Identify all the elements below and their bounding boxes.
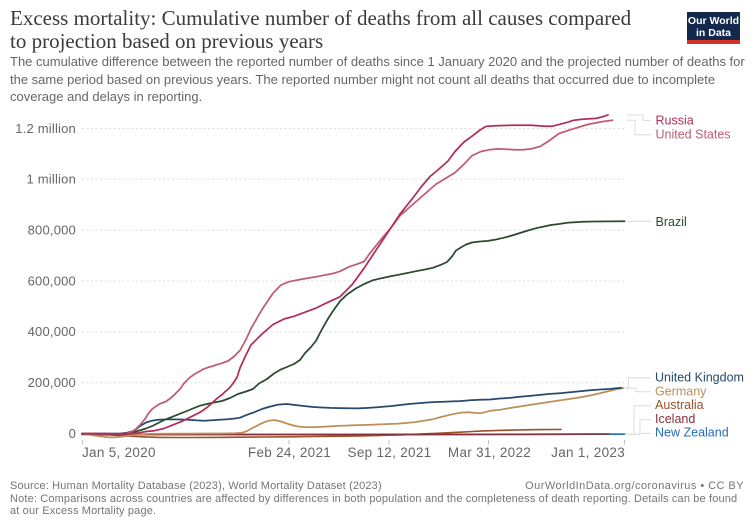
svg-text:New Zealand: New Zealand [655, 426, 729, 440]
svg-text:United States: United States [656, 128, 731, 142]
svg-text:United Kingdom: United Kingdom [655, 371, 744, 385]
svg-text:1.2 million: 1.2 million [15, 121, 76, 136]
svg-text:600,000: 600,000 [28, 273, 76, 288]
svg-text:Brazil: Brazil [656, 215, 687, 229]
svg-text:800,000: 800,000 [28, 223, 76, 238]
svg-text:1 million: 1 million [27, 172, 76, 187]
svg-text:400,000: 400,000 [28, 324, 76, 339]
svg-text:Australia: Australia [655, 398, 704, 412]
svg-text:200,000: 200,000 [28, 375, 76, 390]
svg-text:Mar 31, 2022: Mar 31, 2022 [448, 445, 531, 460]
svg-text:Iceland: Iceland [655, 412, 695, 426]
svg-text:Jan 1, 2023: Jan 1, 2023 [551, 445, 625, 460]
svg-text:Russia: Russia [656, 113, 694, 127]
svg-text:0: 0 [69, 426, 76, 441]
svg-text:Jan 5, 2020: Jan 5, 2020 [82, 445, 156, 460]
svg-text:Feb 24, 2021: Feb 24, 2021 [248, 445, 331, 460]
svg-text:Sep 12, 2021: Sep 12, 2021 [348, 445, 432, 460]
svg-text:Germany: Germany [655, 384, 707, 398]
